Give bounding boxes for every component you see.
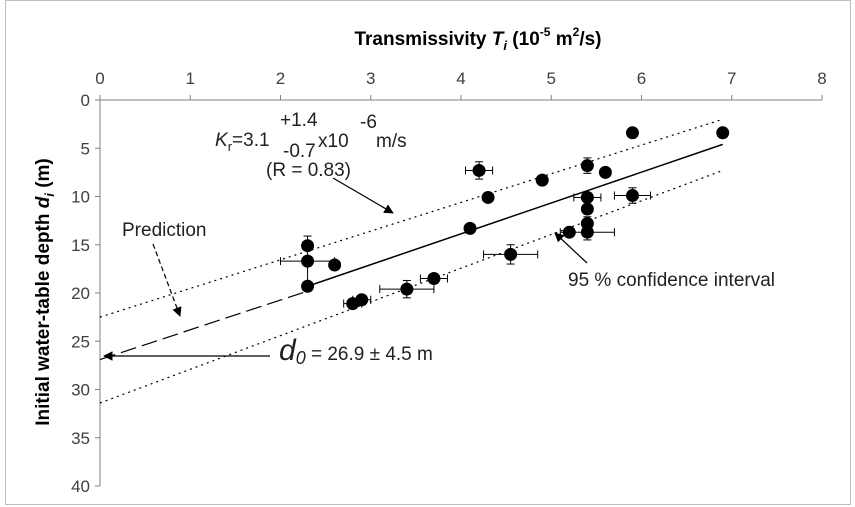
data-point — [625, 189, 639, 203]
chart-frame — [5, 0, 851, 505]
kr-annotation: Kr=3.1 +1.4 -0.7 x10 -6 m/s — [215, 110, 407, 162]
prediction-arrow — [152, 243, 182, 317]
x-tick-label: 2 — [276, 69, 285, 88]
d0-label: d0 = 26.9 ± 4.5 m — [279, 334, 433, 368]
y-tick-label: 35 — [71, 429, 90, 448]
data-point — [625, 126, 639, 140]
svg-text:+1.4: +1.4 — [280, 110, 318, 131]
kr-arrow — [332, 177, 394, 214]
data-point — [598, 165, 612, 179]
x-tick-label: 6 — [637, 69, 646, 88]
data-point — [535, 173, 549, 187]
data-point — [427, 272, 441, 286]
data-point — [580, 190, 594, 204]
y-tick-label: 25 — [71, 332, 90, 351]
data-point — [562, 225, 576, 239]
data-point — [580, 202, 594, 216]
x-tick-label: 4 — [456, 69, 465, 88]
data-point — [301, 254, 315, 268]
data-point — [355, 293, 369, 307]
data-point — [328, 258, 342, 272]
svg-text:m/s: m/s — [376, 131, 407, 152]
data-point — [481, 190, 495, 204]
svg-text:-6: -6 — [360, 112, 377, 133]
data-point — [504, 247, 518, 261]
y-tick-label: 30 — [71, 381, 90, 400]
data-point — [716, 126, 730, 140]
data-point — [400, 282, 414, 296]
y-tick-label: 0 — [81, 91, 90, 110]
y-tick-label: 10 — [71, 188, 90, 207]
regression-line — [307, 143, 723, 287]
r-value-label: (R = 0.83) — [266, 160, 351, 181]
data-point — [580, 225, 594, 239]
data-points — [301, 126, 730, 311]
ci-upper-line — [99, 118, 723, 318]
y-tick-label: 40 — [71, 477, 90, 496]
y-tick-label: 20 — [71, 284, 90, 303]
ci-label: 95 % confidence interval — [568, 270, 775, 291]
data-point — [463, 221, 477, 235]
y-tick-label: 5 — [81, 139, 90, 158]
data-point — [301, 239, 315, 253]
y-ticks: 0 5 10 15 20 25 30 35 40 — [71, 91, 100, 496]
y-axis-title: Initial water-table depth di (m) — [33, 158, 57, 426]
ci-lower-line — [99, 169, 723, 404]
svg-text:x10: x10 — [318, 131, 349, 152]
ci-arrow — [554, 232, 588, 264]
svg-text:Kr=3.1: Kr=3.1 — [215, 130, 270, 154]
x-tick-label: 1 — [186, 69, 195, 88]
x-ticks: 0 1 2 3 4 5 6 7 8 — [95, 69, 827, 100]
data-point — [580, 159, 594, 173]
y-tick-label: 15 — [71, 236, 90, 255]
x-tick-label: 7 — [727, 69, 736, 88]
x-tick-label: 8 — [817, 69, 826, 88]
data-point — [472, 163, 486, 177]
x-axis-title: Transmissivity Ti (10-5 m2/s) — [354, 25, 601, 53]
data-point — [301, 279, 315, 293]
x-tick-label: 5 — [547, 69, 556, 88]
prediction-label: Prediction — [122, 220, 207, 241]
svg-text:-0.7: -0.7 — [283, 141, 316, 162]
prediction-line — [99, 290, 308, 361]
x-tick-label: 3 — [366, 69, 375, 88]
x-tick-label: 0 — [95, 69, 104, 88]
